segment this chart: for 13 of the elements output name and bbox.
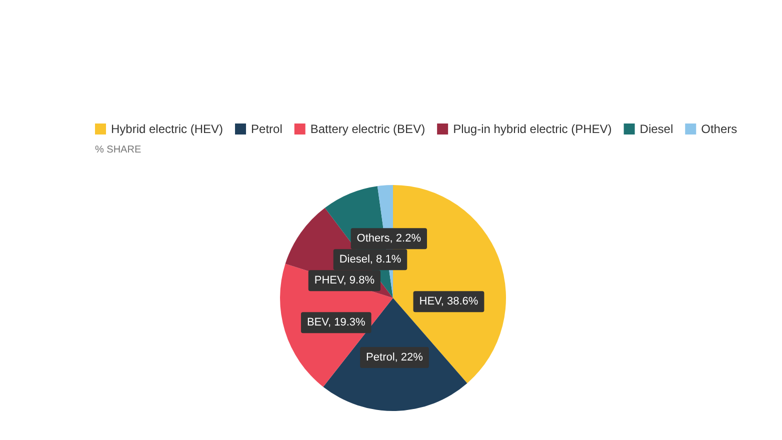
legend-label: Others — [701, 122, 738, 136]
text: % SHARE — [95, 144, 142, 156]
data-label: PHEV, 9.8% — [314, 274, 375, 287]
legend-label: Battery electric (BEV) — [310, 122, 426, 136]
legend-label: Plug-in hybrid electric (PHEV) — [453, 122, 612, 136]
data-label: Diesel, 8.1% — [339, 254, 402, 266]
data-label: HEV, 38.6% — [419, 296, 478, 308]
legend-label: Hybrid electric (HEV) — [111, 122, 224, 136]
data-label: Petrol, 22% — [366, 351, 424, 364]
data-label: Others, 2.2% — [356, 232, 422, 245]
legend-label: Petrol — [251, 122, 282, 136]
data-label: BEV, 19.3% — [306, 316, 366, 329]
legend-label: Diesel — [640, 122, 674, 136]
